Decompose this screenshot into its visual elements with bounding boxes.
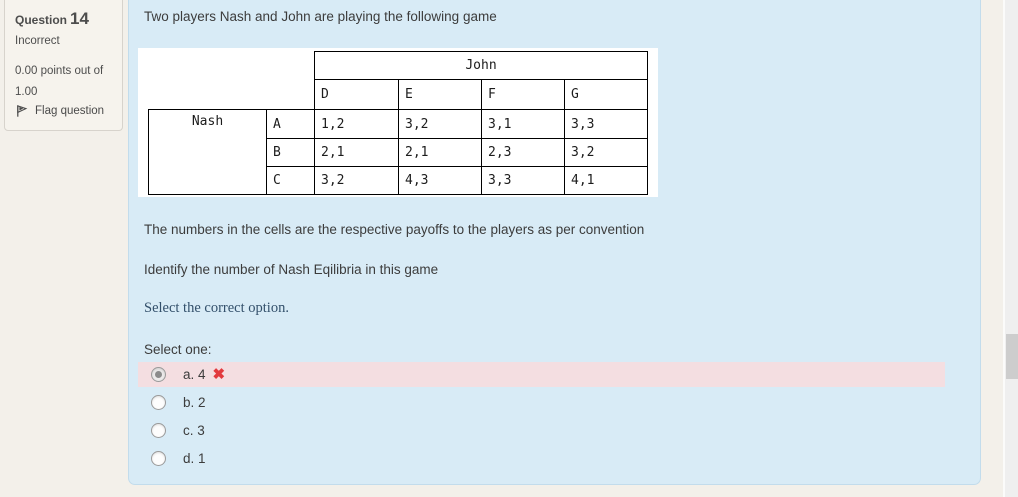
- payoff-matrix-container: John D E F G Nash A 1,2 3,2 3,1 3,3 B 2,…: [138, 48, 658, 197]
- option-a-label[interactable]: a. 4: [183, 367, 206, 382]
- column-strategy-header: D: [314, 79, 399, 110]
- payoff-cell: 2,1: [314, 138, 399, 167]
- question-grade: 0.00 points out of 1.00: [15, 65, 104, 98]
- option-b-label[interactable]: b. 2: [183, 395, 206, 410]
- row-strategy-header: B: [266, 138, 315, 167]
- radio-option-c[interactable]: [151, 423, 166, 438]
- row-strategy-header: A: [266, 109, 315, 139]
- payoff-cell: 3,3: [481, 166, 565, 195]
- question-intro-text: Two players Nash and John are playing th…: [144, 9, 497, 24]
- payoff-cell: 3,2: [564, 138, 648, 167]
- question-number: 14: [70, 9, 89, 28]
- row-strategy-header: C: [266, 166, 315, 195]
- question-info-panel: Question 14 Incorrect 0.00 points out of …: [4, 0, 123, 131]
- payoff-cell: 3,2: [314, 166, 399, 195]
- answer-option-d[interactable]: d. 1: [138, 446, 973, 471]
- question-content-panel: Two players Nash and John are playing th…: [128, 0, 981, 485]
- answer-option-a[interactable]: a. 4 ✖: [138, 362, 945, 387]
- radio-option-d[interactable]: [151, 451, 166, 466]
- radio-option-b[interactable]: [151, 395, 166, 410]
- answer-option-b[interactable]: b. 2: [138, 390, 973, 415]
- question-prompt-text: Identify the number of Nash Eqilibria in…: [144, 262, 439, 277]
- question-label: Question: [15, 13, 68, 27]
- empty-corner-cell: [149, 52, 315, 80]
- option-d-label[interactable]: d. 1: [183, 451, 206, 466]
- payoff-cell: 4,1: [564, 166, 648, 195]
- radio-option-a[interactable]: [151, 367, 166, 382]
- empty-corner-cell: [149, 80, 315, 110]
- column-strategy-header: G: [564, 79, 648, 110]
- select-one-label: Select one:: [144, 342, 212, 357]
- payoff-cell: 2,3: [481, 138, 565, 167]
- column-strategy-header: F: [481, 79, 565, 110]
- payoff-cell: 1,2: [314, 109, 399, 139]
- flag-icon: [15, 104, 35, 118]
- flag-question-label: Flag question: [35, 105, 105, 117]
- payoff-cell: 3,1: [481, 109, 565, 139]
- payoff-note-text: The numbers in the cells are the respect…: [144, 222, 645, 237]
- option-c-label[interactable]: c. 3: [183, 423, 205, 438]
- flag-question-link[interactable]: Flag question: [15, 104, 104, 118]
- vertical-scrollbar-track[interactable]: [1003, 0, 1018, 497]
- payoff-cell: 3,2: [398, 109, 482, 139]
- incorrect-icon: ✖: [212, 366, 226, 383]
- row-player-name: Nash: [148, 109, 267, 195]
- column-strategy-header: E: [398, 79, 482, 110]
- column-player-name: John: [314, 51, 648, 80]
- payoff-matrix-table: John D E F G Nash A 1,2 3,2 3,1 3,3 B 2,…: [148, 51, 648, 195]
- payoff-cell: 4,3: [398, 166, 482, 195]
- question-number-heading: Question 14: [15, 9, 89, 29]
- answer-option-c[interactable]: c. 3: [138, 418, 973, 443]
- instruction-text: Select the correct option.: [144, 300, 289, 316]
- vertical-scrollbar-thumb[interactable]: [1006, 334, 1018, 379]
- question-state: Incorrect: [15, 35, 60, 47]
- payoff-cell: 2,1: [398, 138, 482, 167]
- payoff-cell: 3,3: [564, 109, 648, 139]
